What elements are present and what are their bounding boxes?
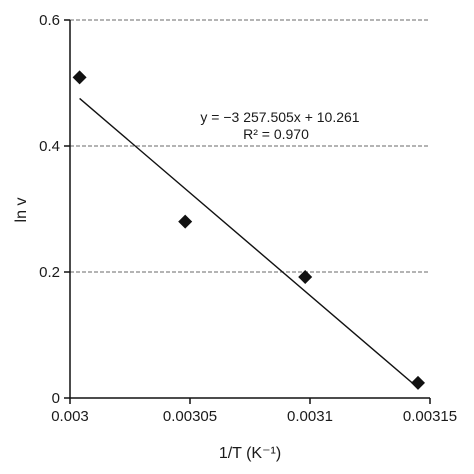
gridlines — [70, 19, 430, 273]
r-squared-annotation: R² = 0.970 — [243, 126, 309, 142]
axes — [69, 20, 430, 399]
y-tick-label: 0.6 — [39, 12, 60, 29]
data-point-3 — [298, 270, 313, 285]
y-axis-ticks: 0 0.2 0.4 0.6 — [39, 12, 70, 407]
trendline-group — [79, 97, 419, 389]
x-axis-title: 1/T (K⁻¹) — [219, 445, 281, 462]
x-tick-label: 0.00305 — [163, 408, 217, 425]
data-point-2 — [178, 214, 193, 229]
x-tick-label: 0.003 — [51, 408, 89, 425]
x-tick-label: 0.0031 — [287, 408, 333, 425]
y-tick-label: 0.4 — [39, 138, 60, 155]
y-tick-label: 0.2 — [39, 264, 60, 281]
data-point-1 — [72, 70, 87, 85]
y-axis-title: ln v — [13, 198, 30, 223]
equation-annotation: y = −3 257.505x + 10.261 — [200, 109, 359, 125]
x-axis-ticks: 0.003 0.00305 0.0031 0.00315 — [51, 398, 457, 425]
y-tick-label: 0 — [52, 390, 60, 407]
data-points — [72, 70, 425, 390]
data-point-4 — [411, 375, 425, 390]
x-tick-label: 0.00315 — [403, 408, 457, 425]
trendline — [79, 97, 419, 389]
